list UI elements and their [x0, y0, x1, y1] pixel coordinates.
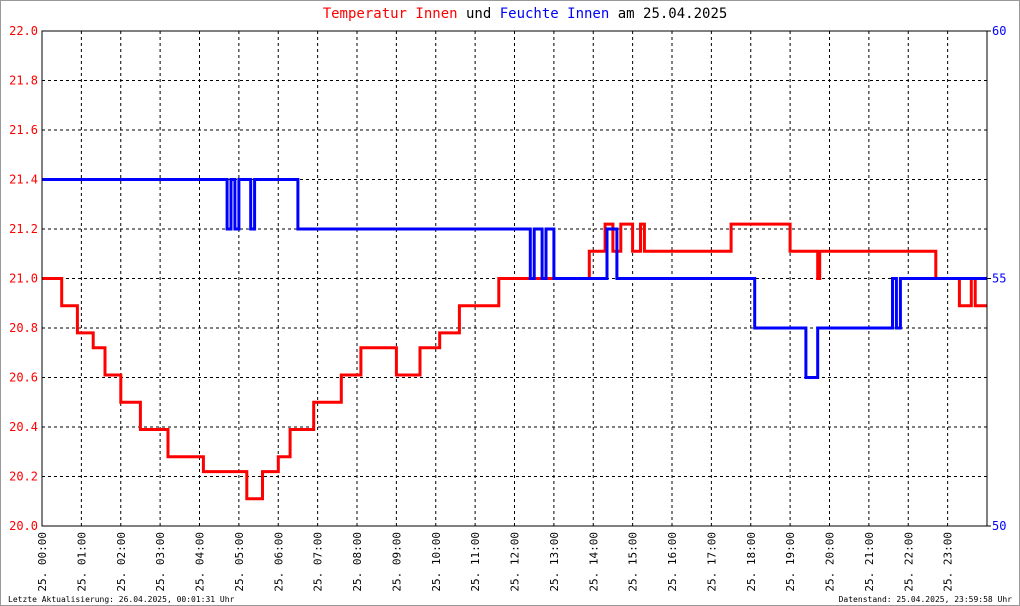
x-tick-label: 25. 01:00 [75, 532, 88, 592]
x-tick-label: 25. 10:00 [430, 532, 443, 592]
x-tick-label: 25. 08:00 [351, 532, 364, 592]
x-tick-label: 25. 03:00 [154, 532, 167, 592]
footer-left: Letzte Aktualisierung: 26.04.2025, 00:01… [8, 595, 235, 604]
x-tick-label: 25. 07:00 [312, 532, 325, 592]
y-tick-label: 22.0 [9, 24, 38, 38]
title-series-1: Temperatur Innen [323, 6, 458, 22]
y-tick-label: 21.8 [9, 74, 38, 88]
y-tick-label: 21.0 [9, 272, 38, 286]
x-tick-label: 25. 12:00 [509, 532, 522, 592]
x-tick-label: 25. 09:00 [390, 532, 403, 592]
x-tick-label: 25. 21:00 [863, 532, 876, 592]
y-tick-label: 21.4 [9, 173, 38, 187]
x-tick-label: 25. 19:00 [784, 532, 797, 592]
y2-tick-label: 60 [992, 24, 1006, 38]
y-tick-label: 21.2 [9, 222, 38, 236]
title-series-2: Feuchte Innen [500, 6, 610, 22]
x-tick-label: 25. 23:00 [942, 532, 955, 592]
x-tick-label: 25. 11:00 [469, 532, 482, 592]
x-tick-label: 25. 22:00 [902, 532, 915, 592]
y-tick-label: 20.6 [9, 371, 38, 385]
x-tick-label: 25. 14:00 [587, 532, 600, 592]
x-tick-label: 25. 00:00 [36, 532, 49, 592]
title-date: am 25.04.2025 [618, 6, 728, 22]
y-tick-label: 20.0 [9, 519, 38, 533]
x-tick-label: 25. 13:00 [548, 532, 561, 592]
line-series [42, 222, 987, 501]
line-series [42, 178, 987, 379]
y-tick-label: 20.2 [9, 470, 38, 484]
y-tick-label: 20.4 [9, 420, 38, 434]
x-tick-label: 25. 18:00 [745, 532, 758, 592]
x-tick-label: 25. 05:00 [233, 532, 246, 592]
y2-tick-label: 55 [992, 272, 1006, 286]
x-tick-label: 25. 04:00 [194, 532, 207, 592]
plot-border [41, 30, 988, 527]
x-tick-label: 25. 16:00 [666, 532, 679, 592]
y2-tick-label: 50 [992, 519, 1006, 533]
x-tick-label: 25. 15:00 [627, 532, 640, 592]
y-tick-label: 20.8 [9, 321, 38, 335]
x-tick-label: 25. 06:00 [272, 532, 285, 592]
y-tick-label: 21.6 [9, 123, 38, 137]
x-tick-label: 25. 17:00 [705, 532, 718, 592]
x-tick-label: 25. 20:00 [824, 532, 837, 592]
chart-title: Temperatur Innen und Feuchte Innen am 25… [323, 6, 728, 22]
title-connector: und [466, 6, 491, 22]
x-tick-label: 25. 02:00 [115, 532, 128, 592]
footer-right: Datenstand: 25.04.2025, 23:59:58 Uhr [839, 595, 1013, 604]
